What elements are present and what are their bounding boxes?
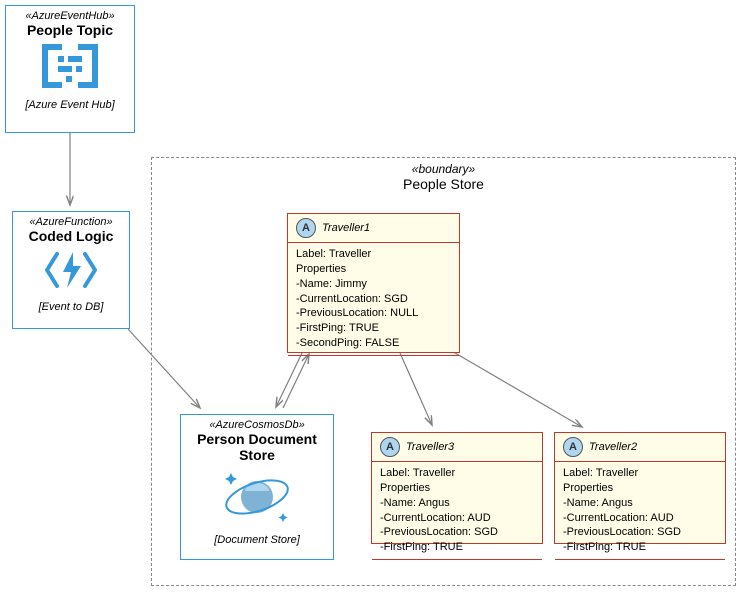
- traveller2-head: A Traveller2: [555, 433, 725, 462]
- entity-line: Label: Traveller: [296, 247, 451, 262]
- entity-line: Properties: [380, 481, 534, 496]
- eventhub-title: People Topic: [12, 22, 128, 38]
- entity-line: -Name: Angus: [563, 496, 717, 511]
- entity-line: Label: Traveller: [563, 466, 717, 481]
- traveller3-name: Traveller3: [406, 441, 454, 453]
- entity-line: -CurrentLocation: AUD: [380, 511, 534, 526]
- annotation-icon: A: [296, 218, 316, 238]
- annotation-icon: A: [380, 437, 400, 457]
- entity-line: -CurrentLocation: SGD: [296, 292, 451, 307]
- traveller1-name: Traveller1: [322, 222, 370, 234]
- boundary-label: «boundary» People Store: [152, 162, 735, 192]
- cosmos-title-line2: Store: [187, 447, 327, 463]
- traveller2-name: Traveller2: [589, 441, 637, 453]
- entity-line: -PreviousLocation: SGD: [380, 525, 534, 540]
- entity-line: -FirstPing: TRUE: [296, 321, 451, 336]
- entity-line: Properties: [296, 262, 451, 277]
- traveller1-entity: A Traveller1 Label: TravellerProperties-…: [287, 213, 460, 353]
- entity-line: Properties: [563, 481, 717, 496]
- eventhub-subtitle: [Azure Event Hub]: [12, 99, 128, 111]
- traveller2-body: Label: TravellerProperties-Name: Angus-C…: [555, 462, 725, 559]
- traveller2-entity: A Traveller2 Label: TravellerProperties-…: [554, 432, 726, 544]
- boundary-stereotype: «boundary»: [412, 162, 475, 176]
- cosmos-stereotype: «AzureCosmosDb»: [187, 419, 327, 431]
- entity-line: -FirstPing: TRUE: [563, 540, 717, 555]
- function-icon: [43, 248, 99, 292]
- traveller1-head: A Traveller1: [288, 214, 459, 243]
- boundary-title: People Store: [403, 176, 484, 192]
- entity-line: -PreviousLocation: NULL: [296, 306, 451, 321]
- cosmos-subtitle: [Document Store]: [187, 534, 327, 546]
- azure-eventhub-node: «AzureEventHub» People Topic [Azure Even…: [5, 5, 135, 133]
- traveller3-entity: A Traveller3 Label: TravellerProperties-…: [371, 432, 543, 544]
- function-title: Coded Logic: [19, 228, 123, 244]
- entity-line: -Name: Jimmy: [296, 277, 451, 292]
- cosmos-icon: [221, 467, 293, 525]
- cosmos-title-line1: Person Document: [187, 431, 327, 447]
- entity-line: -Name: Angus: [380, 496, 534, 511]
- eventhub-icon: [38, 42, 102, 90]
- azure-function-node: «AzureFunction» Coded Logic [Event to DB…: [12, 211, 130, 329]
- traveller1-body: Label: TravellerProperties-Name: Jimmy-C…: [288, 243, 459, 355]
- traveller3-head: A Traveller3: [372, 433, 542, 462]
- traveller1-foot: [288, 355, 459, 362]
- eventhub-stereotype: «AzureEventHub»: [12, 10, 128, 22]
- entity-line: -PreviousLocation: SGD: [563, 525, 717, 540]
- function-subtitle: [Event to DB]: [19, 301, 123, 313]
- annotation-icon: A: [563, 437, 583, 457]
- traveller2-foot: [555, 559, 725, 566]
- entity-line: -FirstPing: TRUE: [380, 540, 534, 555]
- entity-line: Label: Traveller: [380, 466, 534, 481]
- traveller3-foot: [372, 559, 542, 566]
- traveller3-body: Label: TravellerProperties-Name: Angus-C…: [372, 462, 542, 559]
- entity-line: -SecondPing: FALSE: [296, 336, 451, 351]
- azure-cosmosdb-node: «AzureCosmosDb» Person Document Store [D…: [180, 414, 334, 560]
- entity-line: -CurrentLocation: AUD: [563, 511, 717, 526]
- function-stereotype: «AzureFunction»: [19, 216, 123, 228]
